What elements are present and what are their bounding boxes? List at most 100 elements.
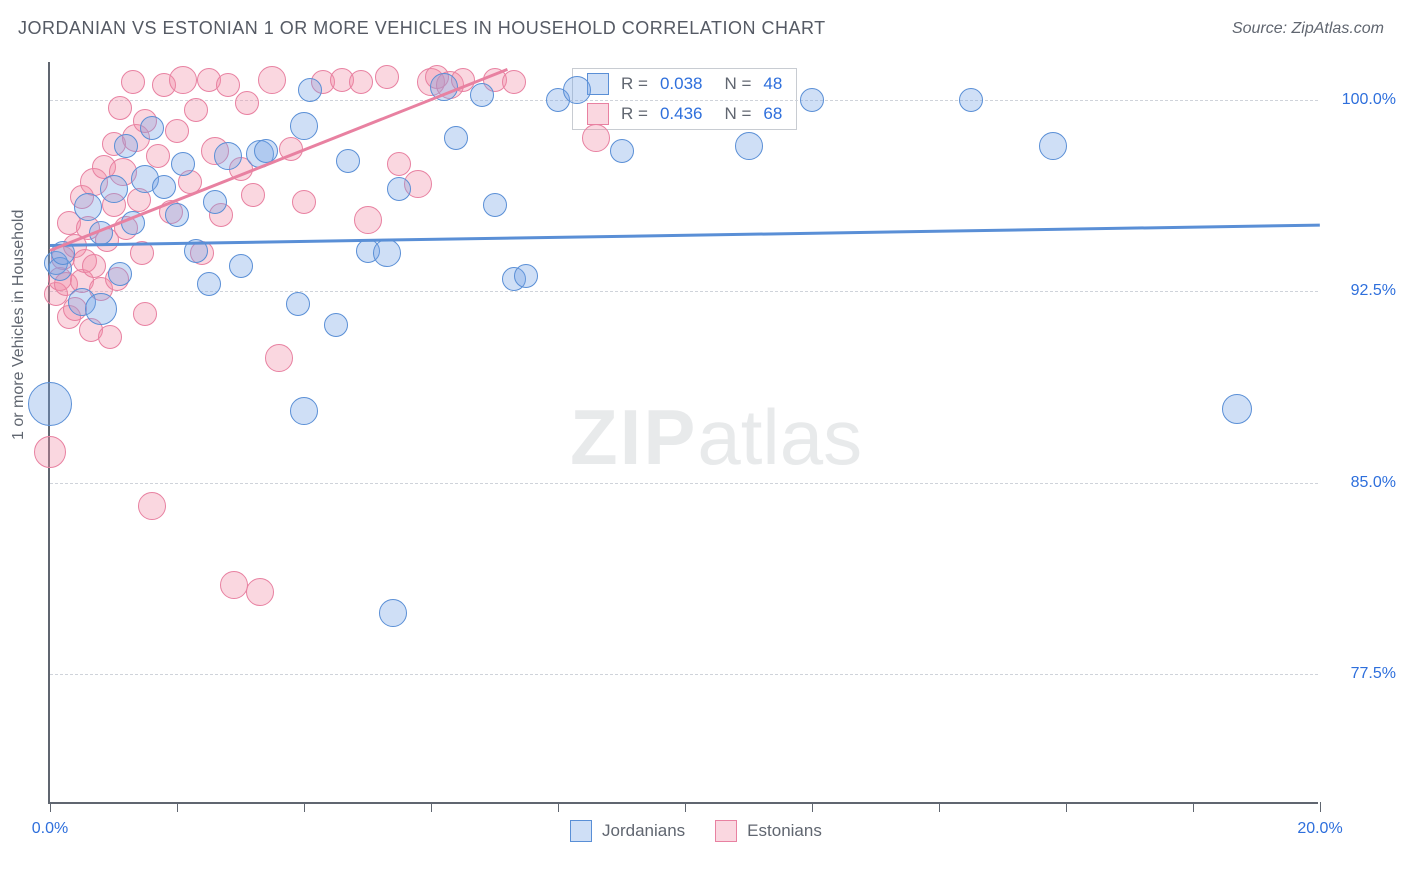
data-point-blue <box>290 397 318 425</box>
data-point-pink <box>98 325 122 349</box>
data-point-blue <box>171 152 195 176</box>
legend-label-blue: Jordanians <box>602 821 685 841</box>
data-point-blue <box>290 112 318 140</box>
data-point-blue <box>85 293 117 325</box>
data-point-blue <box>1222 394 1252 424</box>
gridline <box>50 291 1318 292</box>
r-value-blue: 0.038 <box>660 74 703 94</box>
x-tick <box>939 802 940 812</box>
x-tick <box>177 802 178 812</box>
data-point-blue <box>114 134 138 158</box>
y-tick-label: 77.5% <box>1351 665 1396 683</box>
data-point-blue <box>165 203 189 227</box>
data-point-pink <box>34 436 66 468</box>
data-point-blue <box>1039 132 1067 160</box>
data-point-blue <box>483 193 507 217</box>
r-value-pink: 0.436 <box>660 104 703 124</box>
data-point-pink <box>146 144 170 168</box>
data-point-pink <box>292 190 316 214</box>
data-point-blue <box>610 139 634 163</box>
swatch-blue <box>570 820 592 842</box>
data-point-blue <box>470 83 494 107</box>
data-point-blue <box>229 254 253 278</box>
watermark: ZIPatlas <box>570 392 862 483</box>
data-point-blue <box>336 149 360 173</box>
data-point-pink <box>582 124 610 152</box>
x-tick <box>50 802 51 812</box>
data-point-pink <box>165 119 189 143</box>
data-point-blue <box>387 177 411 201</box>
data-point-pink <box>184 98 208 122</box>
legend-row-pink: R = 0.436 N = 68 <box>573 99 796 129</box>
data-point-blue <box>324 313 348 337</box>
data-point-pink <box>387 152 411 176</box>
r-label: R = <box>621 104 648 124</box>
data-point-blue <box>197 272 221 296</box>
n-value-pink: 68 <box>763 104 782 124</box>
source-label: Source: ZipAtlas.com <box>1232 20 1384 38</box>
data-point-pink <box>354 206 382 234</box>
data-point-blue <box>100 175 128 203</box>
data-point-blue <box>563 76 591 104</box>
data-point-pink <box>108 96 132 120</box>
data-point-pink <box>241 183 265 207</box>
data-point-blue <box>286 292 310 316</box>
x-tick <box>558 802 559 812</box>
data-point-pink <box>82 254 106 278</box>
data-point-blue <box>373 239 401 267</box>
data-point-pink <box>349 70 373 94</box>
y-axis-title: 1 or more Vehicles in Household <box>10 210 28 440</box>
x-tick <box>812 802 813 812</box>
trendline-blue <box>50 224 1320 247</box>
data-point-pink <box>265 344 293 372</box>
x-tick-label: 20.0% <box>1297 820 1342 838</box>
legend-label-pink: Estonians <box>747 821 822 841</box>
n-label: N = <box>724 104 751 124</box>
data-point-pink <box>121 70 145 94</box>
data-point-blue <box>203 190 227 214</box>
correlation-legend: R = 0.038 N = 48 R = 0.436 N = 68 <box>572 68 797 130</box>
data-point-pink <box>133 302 157 326</box>
r-label: R = <box>621 74 648 94</box>
data-point-blue <box>298 78 322 102</box>
data-point-blue <box>800 88 824 112</box>
x-tick <box>304 802 305 812</box>
y-tick-label: 85.0% <box>1351 474 1396 492</box>
y-tick-label: 100.0% <box>1342 91 1396 109</box>
data-point-pink <box>216 73 240 97</box>
data-point-blue <box>28 382 72 426</box>
data-point-blue <box>140 116 164 140</box>
legend-item-pink: Estonians <box>715 820 822 842</box>
x-tick <box>431 802 432 812</box>
data-point-pink <box>502 70 526 94</box>
data-point-pink <box>235 91 259 115</box>
data-point-pink <box>258 66 286 94</box>
swatch-pink <box>587 103 609 125</box>
x-tick <box>685 802 686 812</box>
data-point-pink <box>220 571 248 599</box>
gridline <box>50 483 1318 484</box>
data-point-blue <box>735 132 763 160</box>
x-tick <box>1193 802 1194 812</box>
data-point-blue <box>214 142 242 170</box>
x-tick <box>1320 802 1321 812</box>
swatch-pink <box>715 820 737 842</box>
data-point-pink <box>375 65 399 89</box>
gridline <box>50 674 1318 675</box>
data-point-blue <box>152 175 176 199</box>
series-legend: Jordanians Estonians <box>570 820 822 842</box>
data-point-blue <box>444 126 468 150</box>
data-point-pink <box>169 66 197 94</box>
data-point-pink <box>246 578 274 606</box>
y-tick-label: 92.5% <box>1351 282 1396 300</box>
plot-area: ZIPatlas R = 0.038 N = 48 R = 0.436 N = … <box>48 62 1318 804</box>
legend-row-blue: R = 0.038 N = 48 <box>573 69 796 99</box>
data-point-blue <box>74 193 102 221</box>
x-tick <box>1066 802 1067 812</box>
n-label: N = <box>724 74 751 94</box>
data-point-blue <box>959 88 983 112</box>
data-point-blue <box>379 599 407 627</box>
x-tick-label: 0.0% <box>32 820 68 838</box>
data-point-blue <box>108 262 132 286</box>
data-point-pink <box>138 492 166 520</box>
